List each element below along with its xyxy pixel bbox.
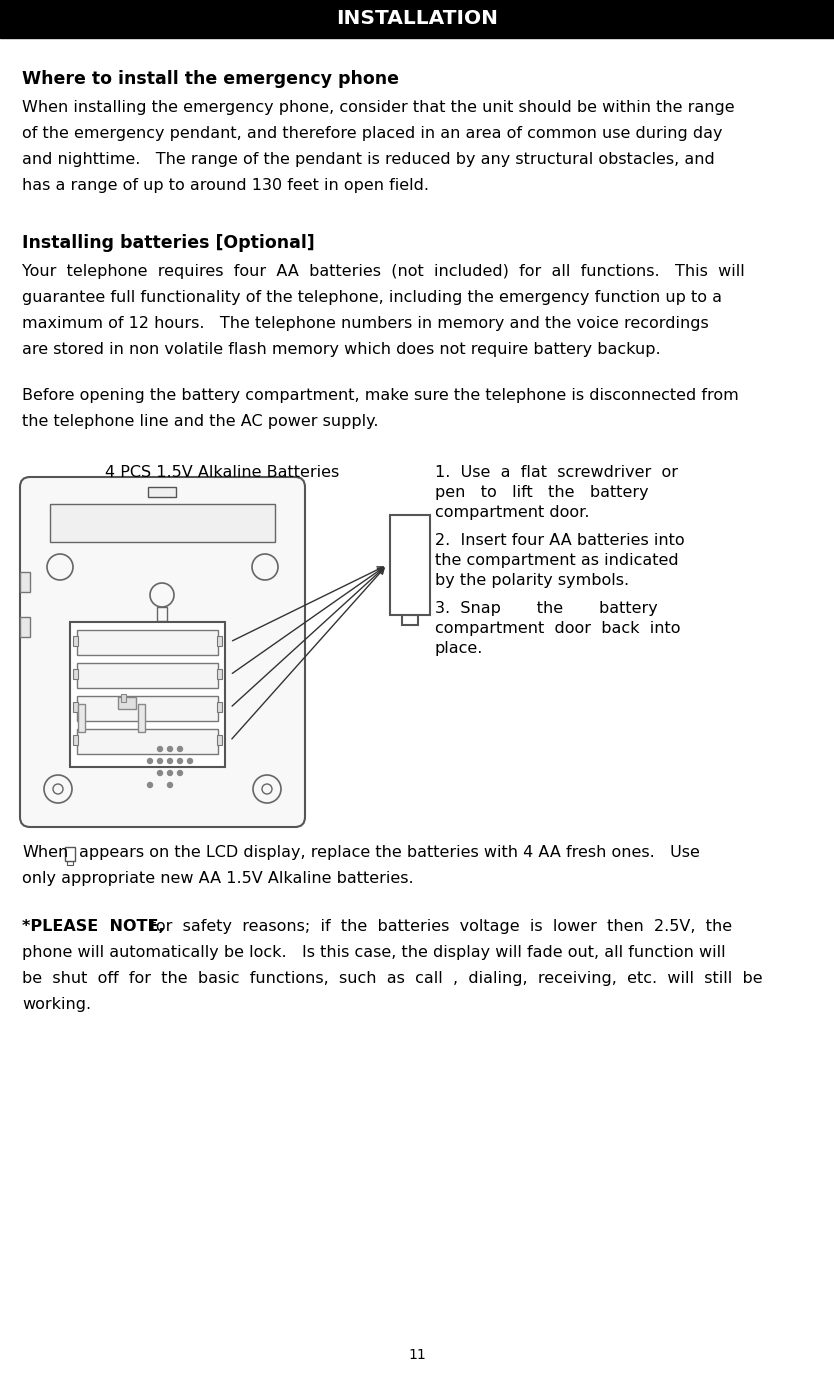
- Circle shape: [168, 746, 173, 752]
- Circle shape: [158, 758, 163, 764]
- Text: 11: 11: [408, 1348, 426, 1362]
- Text: maximum of 12 hours.   The telephone numbers in memory and the voice recordings: maximum of 12 hours. The telephone numbe…: [22, 316, 709, 331]
- Circle shape: [168, 771, 173, 775]
- Circle shape: [168, 758, 173, 764]
- Bar: [73, 735, 78, 745]
- Circle shape: [178, 771, 183, 775]
- Text: pen   to   lift   the   battery: pen to lift the battery: [435, 485, 649, 500]
- Text: working.: working.: [22, 998, 91, 1013]
- Text: compartment door.: compartment door.: [435, 506, 590, 519]
- Bar: [118, 697, 136, 709]
- Text: When: When: [22, 845, 68, 860]
- FancyBboxPatch shape: [20, 477, 305, 827]
- Text: 2.  Insert four AA batteries into: 2. Insert four AA batteries into: [435, 533, 685, 548]
- Text: 3.  Snap       the       battery: 3. Snap the battery: [435, 600, 658, 616]
- Bar: [217, 702, 222, 712]
- Bar: [390, 515, 430, 616]
- Text: place.: place.: [435, 642, 484, 655]
- Text: of the emergency pendant, and therefore placed in an area of common use during d: of the emergency pendant, and therefore …: [22, 126, 722, 142]
- Bar: [157, 607, 167, 621]
- Text: Where to install the emergency phone: Where to install the emergency phone: [22, 70, 399, 88]
- Text: are stored in non volatile flash memory which does not require battery backup.: are stored in non volatile flash memory …: [22, 342, 661, 357]
- Circle shape: [158, 771, 163, 775]
- Circle shape: [178, 758, 183, 764]
- Text: the compartment as indicated: the compartment as indicated: [435, 552, 679, 567]
- Bar: [77, 664, 218, 688]
- Bar: [217, 669, 222, 679]
- Text: only appropriate new AA 1.5V Alkaline batteries.: only appropriate new AA 1.5V Alkaline ba…: [22, 871, 414, 886]
- Text: 1.  Use  a  flat  screwdriver  or: 1. Use a flat screwdriver or: [435, 464, 678, 480]
- Bar: [148, 486, 177, 497]
- Circle shape: [188, 758, 193, 764]
- Text: INSTALLATION: INSTALLATION: [336, 10, 498, 29]
- Bar: [138, 703, 145, 732]
- Circle shape: [168, 783, 173, 787]
- Text: Your  telephone  requires  four  AA  batteries  (not  included)  for  all  funct: Your telephone requires four AA batterie…: [22, 264, 745, 279]
- Bar: [50, 504, 275, 541]
- Bar: [78, 703, 85, 732]
- Bar: [20, 572, 30, 592]
- Text: by the polarity symbols.: by the polarity symbols.: [435, 573, 629, 588]
- Text: be  shut  off  for  the  basic  functions,  such  as  call  ,  dialing,  receivi: be shut off for the basic functions, suc…: [22, 971, 762, 987]
- Bar: [73, 636, 78, 646]
- Text: appears on the LCD display, replace the batteries with 4 AA fresh ones.   Use: appears on the LCD display, replace the …: [79, 845, 700, 860]
- Text: *PLEASE  NOTE,: *PLEASE NOTE,: [22, 919, 164, 934]
- Text: for  safety  reasons;  if  the  batteries  voltage  is  lower  then  2.5V,  the: for safety reasons; if the batteries vol…: [140, 919, 732, 934]
- Circle shape: [148, 783, 153, 787]
- Circle shape: [178, 746, 183, 752]
- Text: Installing batteries [Optional]: Installing batteries [Optional]: [22, 234, 314, 251]
- Text: Before opening the battery compartment, make sure the telephone is disconnected : Before opening the battery compartment, …: [22, 387, 739, 403]
- Bar: [67, 861, 73, 866]
- Bar: [70, 622, 225, 767]
- Bar: [0, 0, 834, 38]
- Text: phone will automatically be lock.   Is this case, the display will fade out, all: phone will automatically be lock. Is thi…: [22, 945, 726, 960]
- Bar: [77, 631, 218, 655]
- Text: the telephone line and the AC power supply.: the telephone line and the AC power supp…: [22, 414, 379, 429]
- Bar: [77, 730, 218, 754]
- Bar: [402, 616, 418, 625]
- Bar: [65, 846, 75, 861]
- Text: guarantee full functionality of the telephone, including the emergency function : guarantee full functionality of the tele…: [22, 290, 722, 305]
- Bar: [77, 697, 218, 721]
- Circle shape: [148, 758, 153, 764]
- Text: When installing the emergency phone, consider that the unit should be within the: When installing the emergency phone, con…: [22, 100, 735, 115]
- Text: and nighttime.   The range of the pendant is reduced by any structural obstacles: and nighttime. The range of the pendant …: [22, 153, 715, 168]
- Bar: [217, 636, 222, 646]
- Circle shape: [158, 746, 163, 752]
- Bar: [73, 702, 78, 712]
- Bar: [121, 694, 126, 702]
- Bar: [73, 669, 78, 679]
- Text: has a range of up to around 130 feet in open field.: has a range of up to around 130 feet in …: [22, 179, 429, 192]
- Bar: [217, 735, 222, 745]
- Text: compartment  door  back  into: compartment door back into: [435, 621, 681, 636]
- Text: 4 PCS 1.5V Alkaline Batteries: 4 PCS 1.5V Alkaline Batteries: [105, 464, 339, 480]
- Bar: [20, 617, 30, 638]
